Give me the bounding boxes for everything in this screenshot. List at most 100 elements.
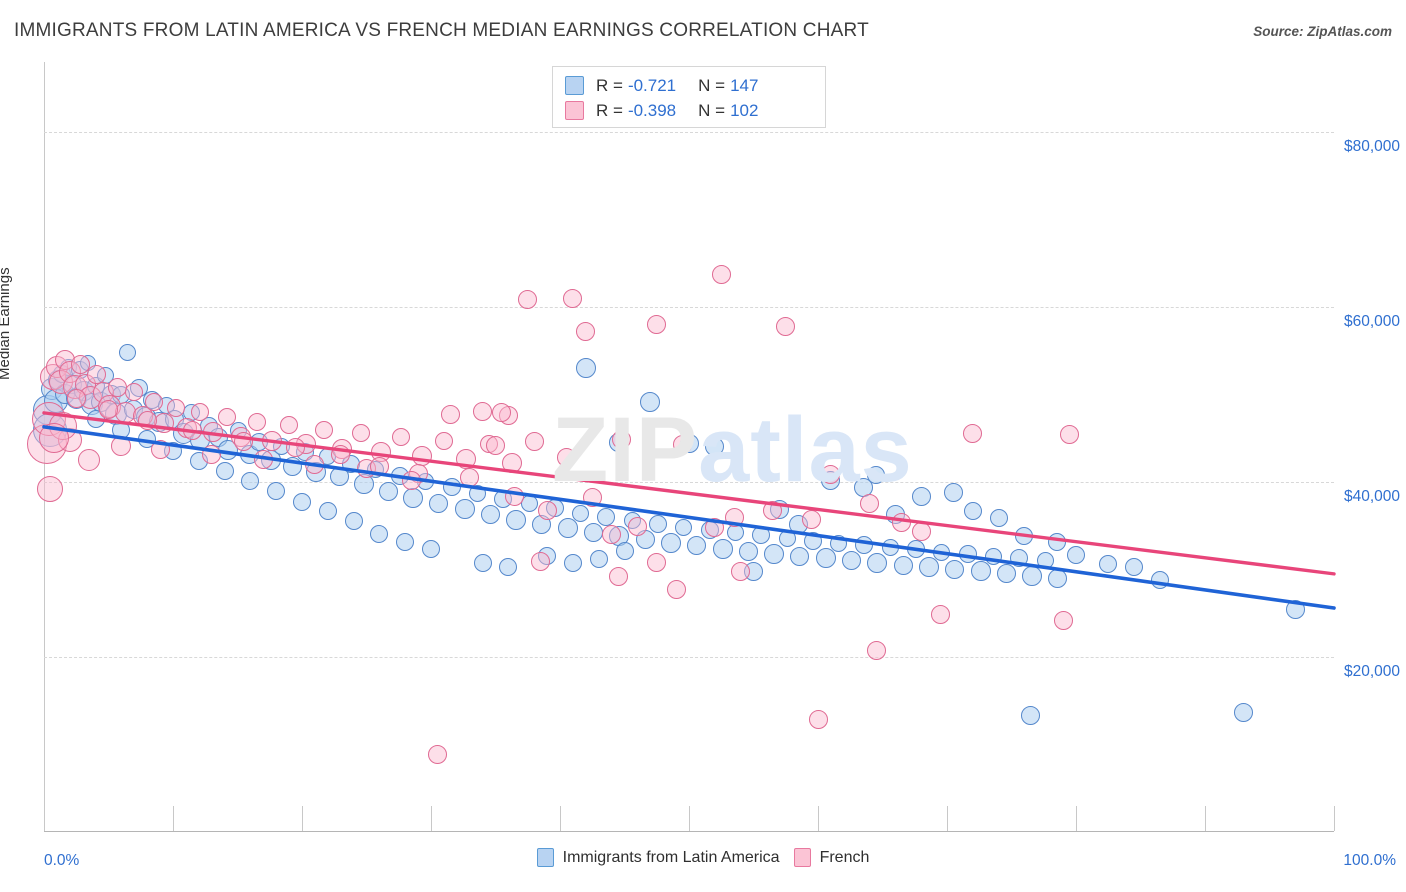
stats-row-french: R = -0.398 N = 102 (565, 98, 815, 123)
scatter-point (434, 431, 453, 450)
scatter-point (70, 355, 90, 375)
scatter-point (99, 399, 118, 419)
scatter-point (612, 429, 632, 449)
scatter-point (454, 499, 475, 520)
gridline (44, 307, 1334, 308)
series-swatch-latin-america-icon (565, 76, 584, 95)
x-axis-tick (431, 806, 432, 831)
scatter-point (1021, 706, 1041, 726)
scatter-point (392, 428, 411, 447)
scatter-point (842, 551, 862, 571)
scatter-point (518, 289, 538, 309)
stats-n-value-french: 102 (730, 100, 759, 120)
x-axis-tick (689, 806, 690, 831)
page-title: IMMIGRANTS FROM LATIN AMERICA VS FRENCH … (14, 20, 869, 41)
scatter-point (615, 542, 634, 561)
scatter-point (1234, 702, 1254, 722)
scatter-point (215, 461, 234, 480)
scatter-point (318, 501, 337, 520)
scatter-point (314, 420, 333, 439)
scatter-point (267, 481, 286, 500)
scatter-point (576, 322, 596, 341)
scatter-point (557, 518, 578, 539)
scatter-point (344, 512, 363, 531)
scatter-point (647, 315, 667, 334)
scatter-point (589, 550, 608, 568)
scatter-point (144, 392, 163, 411)
scatter-point (1060, 425, 1080, 445)
trendline-french (42, 411, 1336, 576)
y-axis-tick-label: $80,000 (1343, 138, 1400, 155)
scatter-point (572, 505, 590, 522)
scatter-point (563, 288, 583, 308)
gridline (44, 132, 1334, 133)
x-axis-tick (1334, 806, 1335, 831)
scatter-point (78, 449, 101, 472)
scatter-point (893, 555, 913, 575)
scatter-point (821, 464, 841, 484)
scatter-point (37, 476, 64, 502)
scatter-point (66, 389, 86, 409)
scatter-point (1099, 555, 1118, 574)
scatter-point (640, 391, 661, 412)
scatter-point (280, 416, 299, 435)
scatter-point (911, 486, 931, 506)
scatter-point (802, 510, 822, 530)
scatter-point (764, 543, 785, 564)
scatter-point (963, 424, 983, 444)
scatter-point (970, 561, 991, 582)
scatter-point (860, 494, 880, 514)
scatter-point (776, 316, 796, 336)
stats-n-label-french: N = (698, 100, 726, 120)
y-axis-tick-label: $40,000 (1343, 488, 1400, 505)
x-axis-tick (1076, 806, 1077, 831)
scatter-point (1067, 545, 1085, 564)
scatter-point (473, 401, 493, 421)
correlation-stats-box: R = -0.721 N = 147 R = -0.398 N = 102 (552, 66, 826, 128)
legend-label-latin-america: Immigrants from Latin America (562, 848, 780, 866)
scatter-point (422, 539, 440, 558)
plot-area (26, 62, 1336, 832)
scatter-point (218, 408, 237, 427)
scatter-point (943, 483, 963, 502)
x-axis-max-label: 100.0% (1343, 852, 1396, 869)
scatter-point (705, 436, 725, 456)
scatter-point (119, 344, 137, 361)
x-axis-min-label: 0.0% (44, 852, 80, 869)
scatter-point (608, 567, 628, 586)
x-axis-tick (1205, 806, 1206, 831)
stats-n-label-latin-america: N = (698, 75, 726, 95)
scatter-point (378, 482, 398, 502)
scatter-point (293, 493, 311, 512)
scatter-point (370, 524, 389, 543)
scatter-point (666, 580, 686, 600)
scatter-point (867, 552, 888, 573)
scatter-point (563, 553, 582, 572)
x-axis-line (44, 831, 1334, 832)
scatter-point (480, 504, 500, 524)
y-axis-title: Median Earnings (0, 267, 13, 380)
scatter-point (738, 541, 758, 561)
scatter-point (945, 560, 965, 579)
x-axis-tick (302, 806, 303, 831)
x-axis-tick (947, 806, 948, 831)
scatter-point (602, 525, 622, 544)
legend-item-latin-america[interactable]: Immigrants from Latin America (536, 848, 780, 867)
scatter-point (815, 548, 836, 569)
scatter-point (524, 432, 544, 452)
scatter-point (241, 472, 260, 491)
scatter-point (996, 564, 1016, 584)
scatter-point (352, 424, 371, 442)
scatter-point (492, 403, 512, 423)
trendline-latin-america (42, 425, 1336, 610)
scatter-point (1125, 557, 1144, 576)
scatter-point (429, 493, 449, 513)
stats-r-value-latin-america: -0.721 (627, 75, 677, 95)
scatter-point (687, 536, 707, 556)
scatter-point (191, 403, 210, 421)
stats-r-value-french: -0.398 (627, 100, 677, 120)
scatter-point (867, 466, 886, 484)
stats-n-value-latin-america: 147 (730, 75, 759, 95)
legend-item-french[interactable]: French (793, 848, 869, 867)
gridline (44, 657, 1334, 658)
